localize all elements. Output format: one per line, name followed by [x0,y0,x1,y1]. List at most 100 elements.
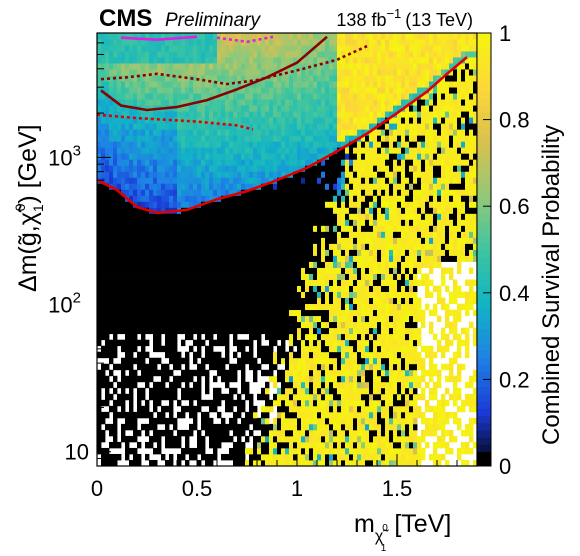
heatmap-cell [313,171,318,178]
heatmap-cell [145,267,150,274]
heatmap-cell [457,225,462,232]
heatmap-cell [185,381,190,389]
heatmap-cell [345,339,350,347]
heatmap-cell [241,249,246,256]
heatmap-cell [145,327,150,335]
heatmap-cell [193,213,198,220]
heatmap-cell [261,213,266,220]
heatmap-cell [245,237,250,244]
heatmap-cell [369,393,374,401]
heatmap-cell [253,213,258,220]
heatmap-cell [337,279,342,286]
heatmap-cell [469,147,474,154]
heatmap-cell [285,189,290,196]
heatmap-cell [289,189,294,196]
heatmap-cell [325,135,330,142]
heatmap-cell [273,279,278,286]
heatmap-cell [217,357,222,365]
heatmap-cell [273,309,278,317]
heatmap-cell [405,237,410,244]
heatmap-cell [133,309,138,317]
heatmap-cell [349,225,354,232]
heatmap-cell [297,393,302,401]
heatmap-cell [121,279,126,286]
heatmap-cell [473,159,477,166]
heatmap-cell [393,219,398,226]
heatmap-cell [213,435,218,443]
heatmap-cell [185,309,190,317]
heatmap-cell [401,363,406,371]
heatmap-cell [241,285,246,292]
heatmap-cell [465,393,470,401]
heatmap-cell [241,369,246,377]
heatmap-cell [165,237,170,244]
heatmap-cell [129,135,134,142]
heatmap-cell [177,435,182,443]
heatmap-cell [425,303,430,311]
heatmap-cell [229,183,234,190]
heatmap-cell [309,111,314,118]
heatmap-cell [301,141,306,148]
heatmap-cell [213,393,218,401]
heatmap-cell [281,177,286,184]
heatmap-cell [429,135,434,142]
heatmap-cell [421,177,426,184]
heatmap-cell [429,387,434,395]
heatmap-cell [349,147,354,154]
heatmap-cell [101,279,106,286]
heatmap-cell [249,135,254,142]
heatmap-cell [249,153,254,160]
heatmap-cell [361,453,366,461]
heatmap-cell [345,165,350,172]
heatmap-cell [329,381,334,389]
heatmap-cell [221,237,226,244]
heatmap-cell [273,153,278,160]
heatmap-cell [125,207,130,214]
heatmap-cell [285,309,290,317]
heatmap-cell [465,159,470,166]
heatmap-cell [225,399,230,407]
heatmap-cell [381,303,386,311]
heatmap-cell [397,225,402,232]
heatmap-cell [225,333,230,341]
heatmap-cell [97,279,102,286]
heatmap-cell [401,183,406,190]
heatmap-cell [185,291,190,299]
heatmap-cell [217,291,222,299]
heatmap-cell [285,315,290,323]
heatmap-cell [441,183,446,190]
heatmap-cell [253,201,258,208]
heatmap-cell [321,279,326,286]
heatmap-cell [265,159,270,166]
heatmap-cell [249,363,254,371]
heatmap-cell [377,207,382,214]
heatmap-cell [105,375,110,383]
heatmap-cell [297,285,302,292]
heatmap-cell [473,333,477,341]
heatmap-cell [441,345,446,353]
heatmap-cell [361,243,366,250]
heatmap-cell [429,369,434,377]
heatmap-cell [213,291,218,299]
heatmap-cell [109,369,114,377]
heatmap-cell [137,339,142,347]
heatmap-cell [313,219,318,226]
heatmap-cell [389,423,394,431]
heatmap-cell [225,237,230,244]
heatmap-cell [469,177,474,184]
heatmap-cell [161,315,166,323]
heatmap-cell [161,183,166,190]
heatmap-cell [405,321,410,329]
heatmap-cell [249,357,254,365]
heatmap-cell [113,165,118,172]
heatmap-cell [421,357,426,365]
heatmap-cell [117,381,122,389]
heatmap-cell [337,117,342,124]
heatmap-cell [449,231,454,238]
heatmap-cell [397,393,402,401]
heatmap-cell [325,273,330,280]
heatmap-cell [217,201,222,208]
heatmap-cell [401,225,406,232]
heatmap-cell [297,315,302,323]
heatmap-cell [337,405,342,413]
